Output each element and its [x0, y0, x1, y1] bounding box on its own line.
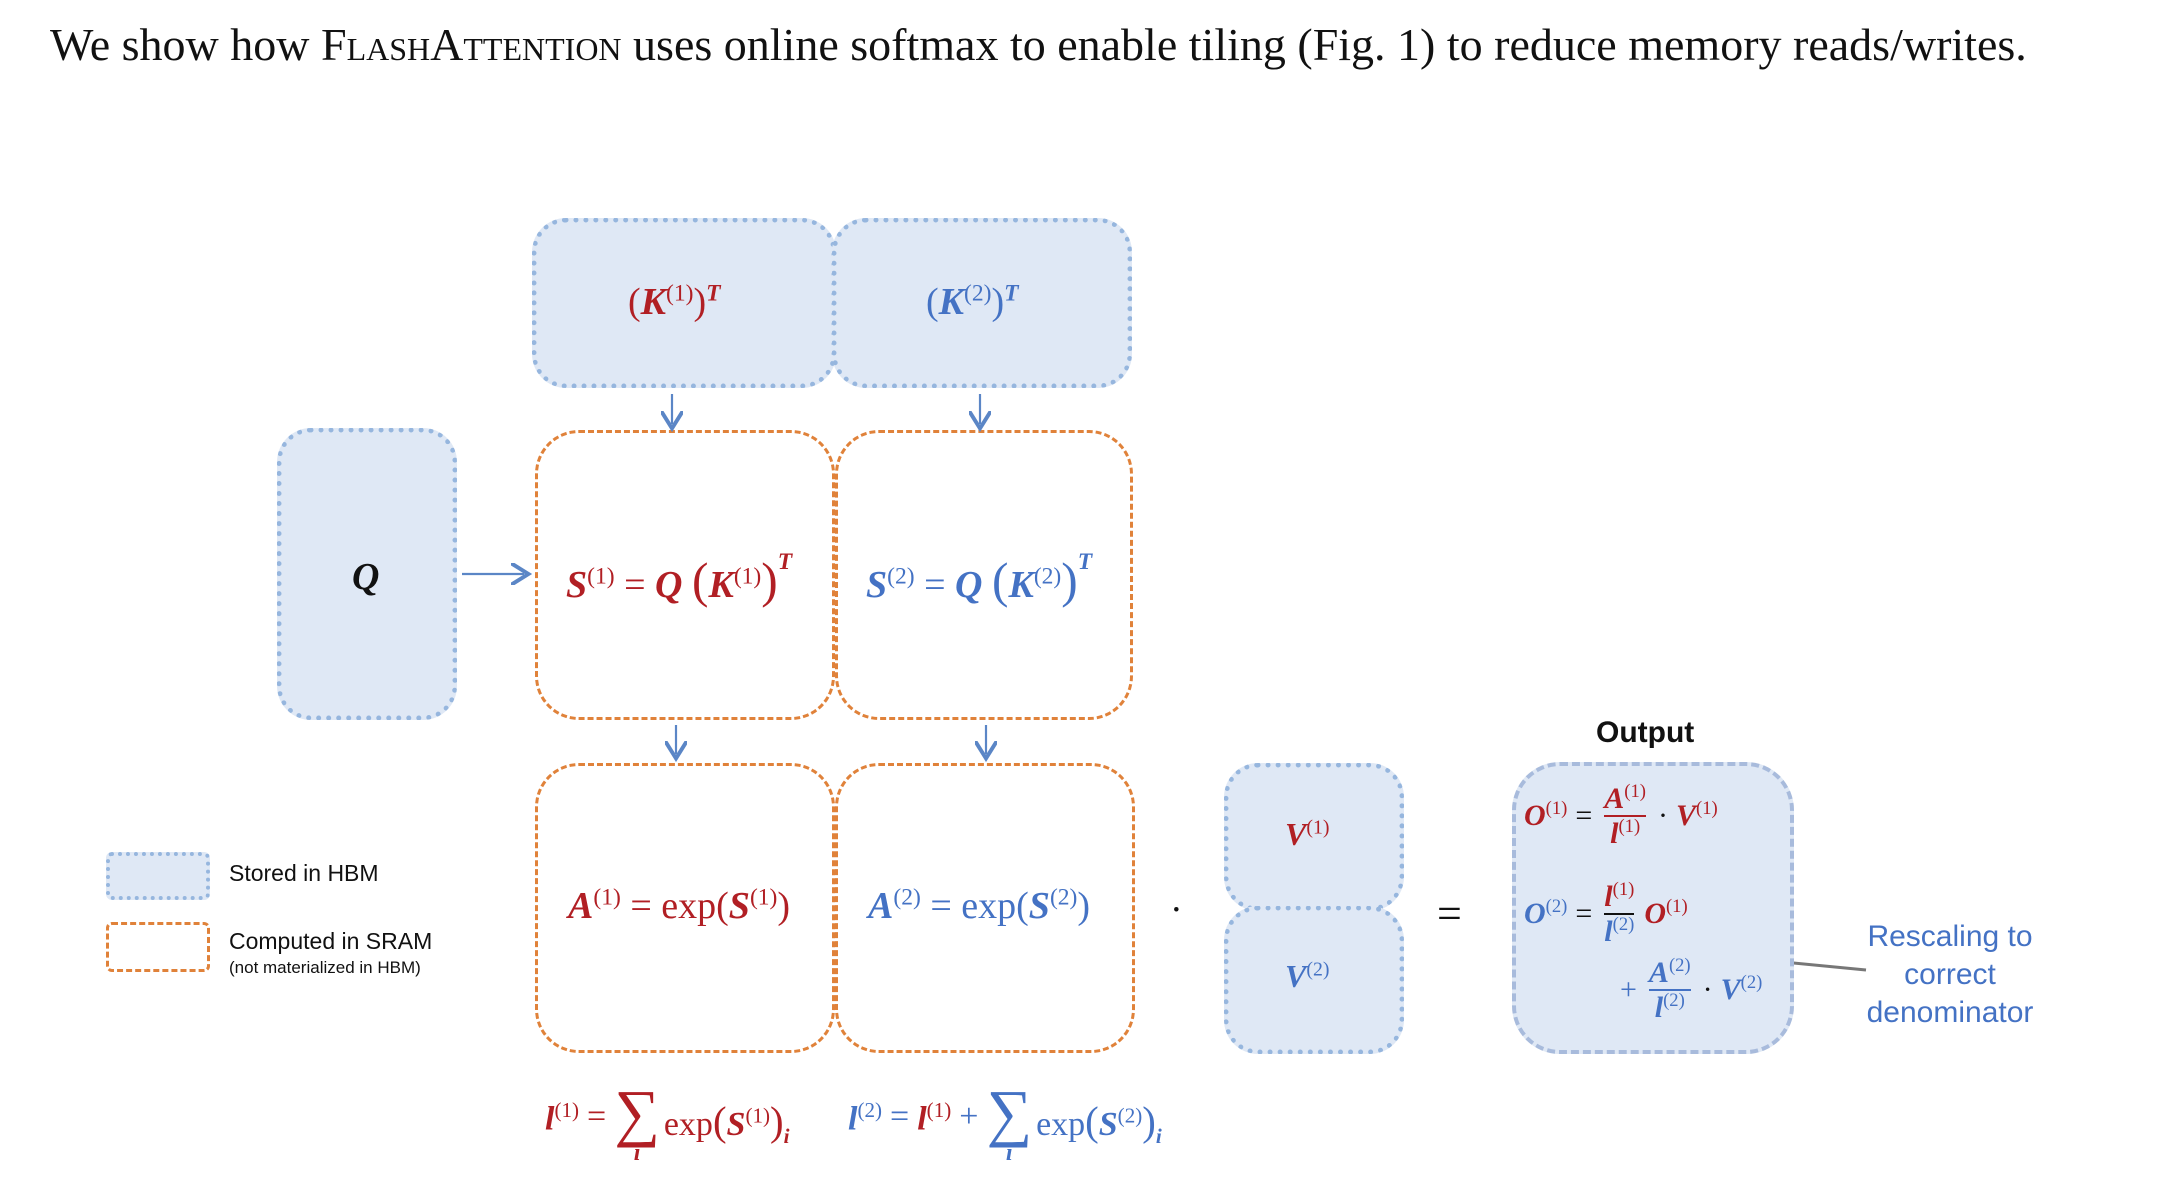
o2-formula: O(2) = l(1) l(2) O(1) — [1524, 879, 1688, 948]
k2-label: (K(2))T — [926, 280, 1019, 323]
legend-sram-swatch — [106, 922, 210, 972]
o1-formula: O(1) = A(1) l(1) · V(1) — [1524, 781, 1718, 850]
q-block — [277, 428, 457, 720]
l2-formula: l(2) = l(1) + ∑ i exp(S(2))i — [848, 1077, 1162, 1166]
legend-sram-label: Computed in SRAM — [229, 928, 433, 954]
a1-formula: A(1) = exp(S(1)) — [568, 884, 791, 927]
legend-hbm-label: Stored in HBM — [229, 860, 379, 886]
rescaling-note-line1: Rescaling to — [1867, 920, 2033, 953]
caption-flashattention: FlashAttention — [321, 19, 622, 70]
caption-text-post: uses online softmax to enable tiling (Fi… — [621, 19, 2027, 70]
l1-formula: l(1) = ∑ i exp(S(1))i — [545, 1077, 790, 1166]
legend-hbm-swatch — [106, 852, 210, 900]
o2-formula-second-term: + A(2) l(2) · V(2) — [1620, 955, 1763, 1024]
rescaling-note: Rescaling to correct denominator — [1860, 918, 2040, 1032]
output-title: Output — [1596, 716, 1695, 749]
k1-label: (K(1))T — [628, 280, 721, 323]
legend-sram-note: (not materialized in HBM) — [229, 958, 421, 977]
a2-formula: A(2) = exp(S(2)) — [868, 884, 1091, 927]
v2-block — [1224, 906, 1404, 1054]
q-label: Q — [352, 556, 380, 598]
equals-sign: = — [1437, 889, 1462, 938]
v1-label: V(1) — [1285, 816, 1330, 852]
caption: We show how FlashAttention uses online s… — [50, 18, 2027, 71]
multiply-dot: · — [1170, 889, 1183, 931]
a2-block — [835, 763, 1135, 1053]
k2-block — [832, 218, 1132, 388]
rescaling-note-line3: denominator — [1866, 996, 2034, 1029]
s1-formula: S(1) = Q (K(1))T — [566, 549, 793, 608]
output-block — [1512, 762, 1794, 1054]
rescaling-note-line2: correct — [1904, 958, 1996, 991]
v2-label: V(2) — [1285, 958, 1330, 994]
s2-formula: S(2) = Q (K(2))T — [866, 549, 1093, 608]
v1-block — [1224, 763, 1404, 911]
caption-text-pre: We show how — [50, 19, 321, 70]
s1-block — [535, 430, 835, 720]
a1-block — [535, 763, 835, 1053]
s2-block — [835, 430, 1133, 720]
